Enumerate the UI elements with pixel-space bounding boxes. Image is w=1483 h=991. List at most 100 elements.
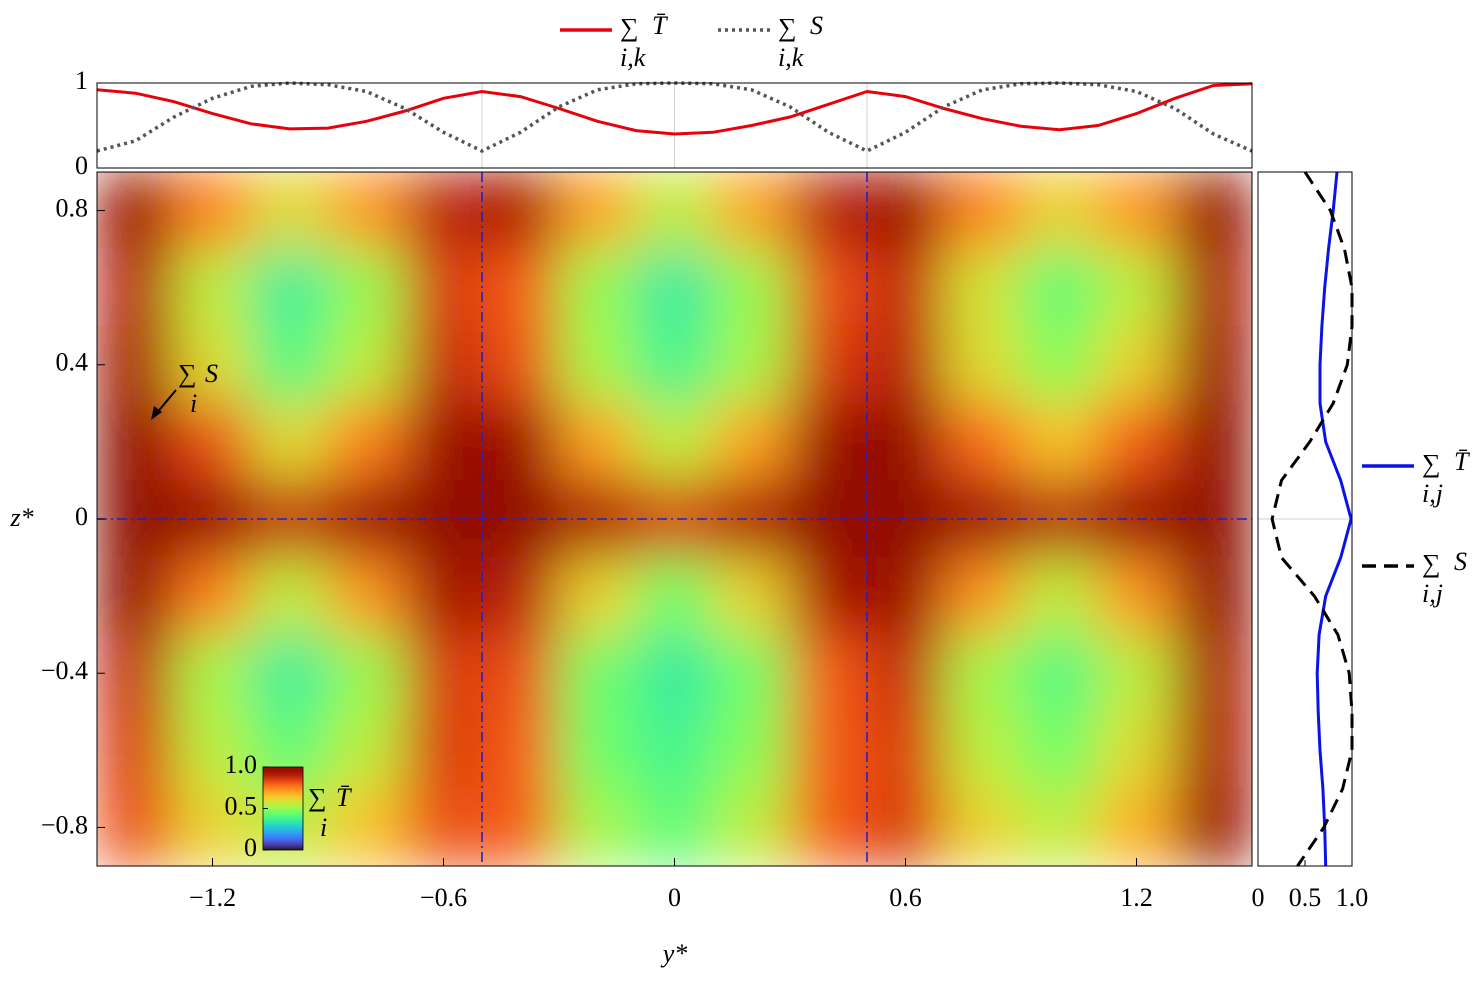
heat-cell bbox=[866, 172, 945, 250]
x-tick-label: 0.6 bbox=[889, 883, 922, 912]
heat-cell bbox=[1174, 248, 1252, 327]
x-tick-label: −0.6 bbox=[420, 883, 467, 912]
heat-cell bbox=[250, 634, 329, 713]
heat-cell bbox=[712, 711, 791, 790]
heat-cell bbox=[943, 248, 1022, 327]
heat-cell bbox=[712, 557, 791, 636]
y-tick-label: 1 bbox=[75, 66, 88, 95]
legend-label: S bbox=[810, 11, 823, 40]
heat-cell bbox=[789, 711, 868, 790]
heat-cell bbox=[712, 402, 791, 481]
heat-cell bbox=[789, 634, 868, 713]
heat-cell bbox=[635, 557, 714, 636]
heat-cell bbox=[1097, 402, 1176, 481]
legend-subscript: i,k bbox=[620, 43, 646, 72]
heat-cell bbox=[635, 788, 714, 866]
heat-cell bbox=[866, 325, 945, 404]
heat-cell bbox=[327, 557, 406, 636]
heat-cell bbox=[558, 172, 637, 250]
heat-cell bbox=[404, 248, 483, 327]
heat-cell bbox=[866, 711, 945, 790]
legend-subscript: i,j bbox=[1422, 579, 1443, 608]
heat-cell bbox=[789, 557, 868, 636]
heat-cell bbox=[866, 788, 945, 866]
heat-cell bbox=[558, 788, 637, 866]
heat-cell bbox=[1097, 248, 1176, 327]
heat-cell bbox=[943, 788, 1022, 866]
heat-cell bbox=[404, 788, 483, 866]
annotation-arrowhead bbox=[151, 406, 162, 420]
y-tick-label: −0.8 bbox=[41, 810, 88, 839]
heat-cell bbox=[558, 634, 637, 713]
heat-cell bbox=[1097, 557, 1176, 636]
heat-cell bbox=[943, 634, 1022, 713]
heat-cell bbox=[789, 248, 868, 327]
colorbar bbox=[262, 766, 304, 851]
heat-cell bbox=[97, 711, 175, 790]
heat-cell bbox=[250, 402, 329, 481]
legend-subscript: i,j bbox=[1422, 479, 1443, 508]
x-tick-label: 1.2 bbox=[1120, 883, 1153, 912]
plot-frame bbox=[96, 171, 1253, 867]
heat-cell bbox=[1020, 402, 1099, 481]
heat-cell bbox=[404, 402, 483, 481]
legend-label: T̄ bbox=[652, 11, 668, 40]
heat-cell bbox=[1020, 557, 1099, 636]
heat-cell bbox=[1020, 634, 1099, 713]
heat-cell bbox=[712, 634, 791, 713]
heat-cell bbox=[250, 557, 329, 636]
y-tick-label: 0 bbox=[75, 151, 88, 180]
heat-cell bbox=[481, 172, 560, 250]
colorbar-tick-label: 0 bbox=[244, 833, 257, 862]
heat-cell bbox=[481, 248, 560, 327]
heat-cell bbox=[1097, 325, 1176, 404]
heat-cell bbox=[1097, 788, 1176, 866]
heat-cell bbox=[97, 325, 175, 404]
heat-cell bbox=[789, 788, 868, 866]
heat-cell bbox=[250, 325, 329, 404]
heat-cell bbox=[1020, 711, 1099, 790]
heat-cell bbox=[327, 248, 406, 327]
y-axis-label: z* bbox=[9, 503, 33, 532]
heat-cell bbox=[1020, 325, 1099, 404]
heat-cell bbox=[558, 402, 637, 481]
heat-cell bbox=[97, 248, 175, 327]
plot-frame bbox=[1257, 171, 1353, 867]
legend-subscript: i,k bbox=[778, 43, 804, 72]
heat-cell bbox=[558, 711, 637, 790]
heat-cell bbox=[481, 557, 560, 636]
colorbar-tick-label: 0.5 bbox=[225, 791, 258, 820]
heat-cell bbox=[635, 634, 714, 713]
heat-cell bbox=[1020, 248, 1099, 327]
heat-cell bbox=[635, 248, 714, 327]
heat-cell bbox=[712, 172, 791, 250]
legend-symbol: ∑ bbox=[620, 13, 639, 42]
heat-cell bbox=[327, 172, 406, 250]
heat-cell bbox=[635, 711, 714, 790]
colorbar-symbol: ∑ bbox=[308, 783, 327, 812]
heat-cell bbox=[404, 557, 483, 636]
heat-cell bbox=[1174, 325, 1252, 404]
heat-cell bbox=[173, 788, 252, 866]
heat-cell bbox=[327, 402, 406, 481]
heat-cell bbox=[1097, 711, 1176, 790]
x-tick-label: 1.0 bbox=[1336, 883, 1369, 912]
x-tick-label: 0.5 bbox=[1289, 883, 1322, 912]
x-axis-label: y* bbox=[660, 939, 688, 968]
heat-cell bbox=[1020, 788, 1099, 866]
heat-cell bbox=[250, 172, 329, 250]
colorbar-tick-label: 1.0 bbox=[225, 750, 258, 779]
heat-cell bbox=[481, 711, 560, 790]
legend-label: T̄ bbox=[1454, 447, 1470, 476]
heat-cell bbox=[404, 711, 483, 790]
heat-cell bbox=[1174, 402, 1252, 481]
x-tick-label: 0 bbox=[1252, 883, 1265, 912]
annotation-label: S bbox=[205, 359, 218, 388]
heat-cell bbox=[173, 402, 252, 481]
heat-cell bbox=[943, 172, 1022, 250]
heatmap-cells bbox=[97, 172, 1252, 866]
heat-cell bbox=[327, 634, 406, 713]
annotation-subscript: i bbox=[190, 389, 197, 418]
heat-cell bbox=[1097, 634, 1176, 713]
